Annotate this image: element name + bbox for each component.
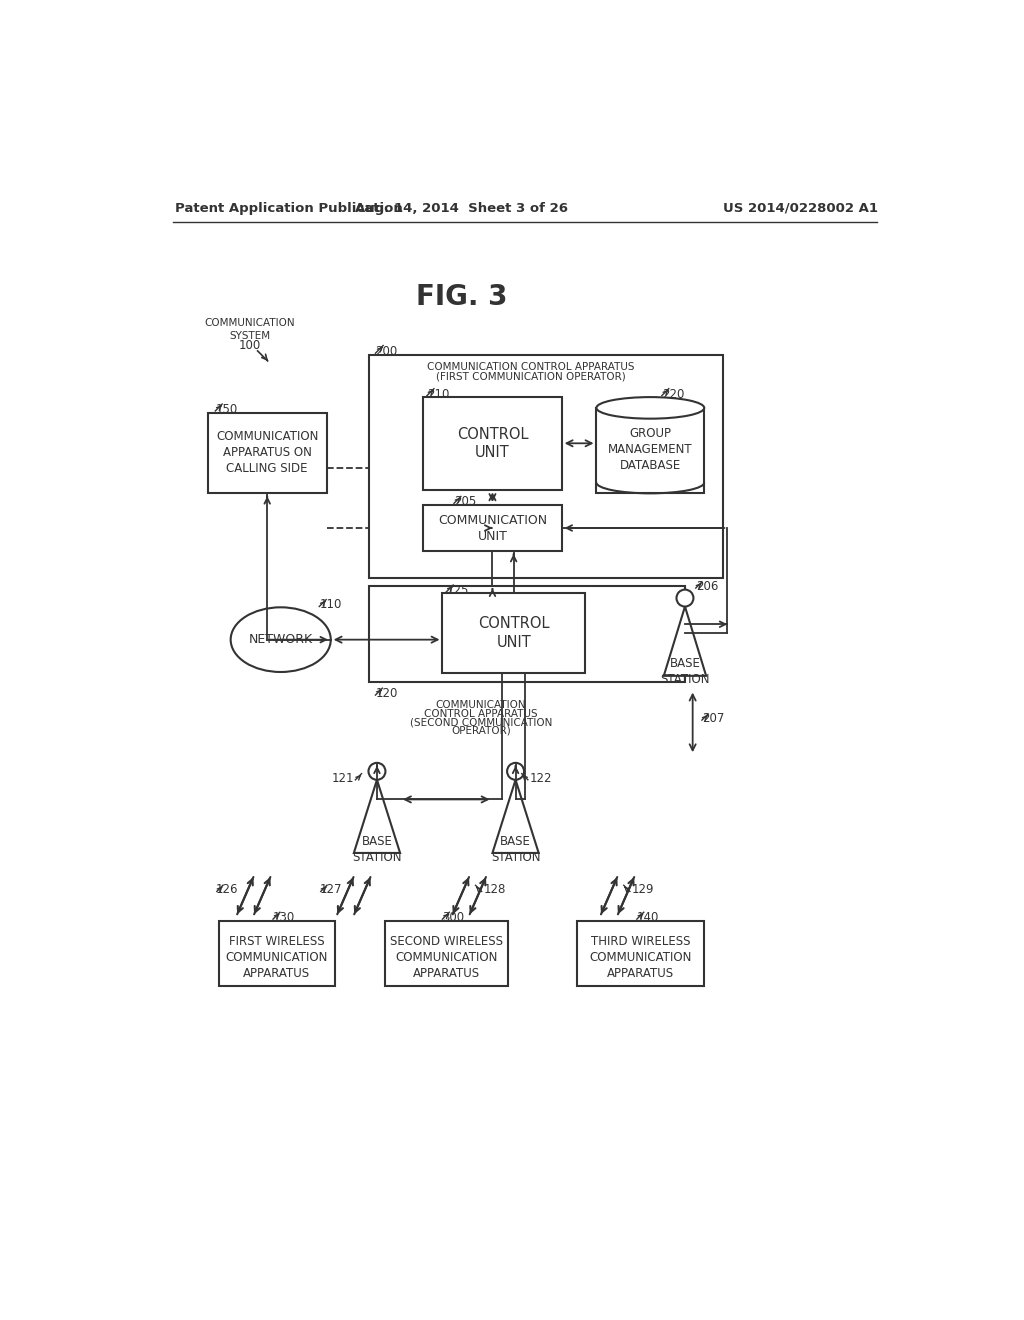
Text: (FIRST COMMUNICATION OPERATOR): (FIRST COMMUNICATION OPERATOR) (436, 371, 626, 381)
Bar (442, 594, 585, 673)
Text: 207: 207 (701, 711, 724, 725)
Text: OPERATOR): OPERATOR) (451, 726, 511, 735)
Text: BASE
STATION: BASE STATION (352, 834, 401, 863)
Text: (SECOND COMMUNICATION: (SECOND COMMUNICATION (410, 717, 552, 727)
Text: 110: 110 (319, 598, 342, 611)
Text: 200: 200 (376, 345, 397, 358)
Text: 122: 122 (529, 772, 552, 785)
Text: THIRD WIRELESS
COMMUNICATION
APPARATUS: THIRD WIRELESS COMMUNICATION APPARATUS (590, 935, 692, 979)
Text: SECOND WIRELESS
COMMUNICATION
APPARATUS: SECOND WIRELESS COMMUNICATION APPARATUS (390, 935, 503, 979)
Text: FIRST WIRELESS
COMMUNICATION
APPARATUS: FIRST WIRELESS COMMUNICATION APPARATUS (225, 935, 328, 979)
Bar (370, 586, 685, 682)
Polygon shape (664, 607, 707, 676)
Bar (219, 921, 335, 986)
Text: COMMUNICATION CONTROL APPARATUS: COMMUNICATION CONTROL APPARATUS (427, 362, 635, 372)
Bar (578, 921, 705, 986)
Text: 129: 129 (632, 883, 654, 896)
Text: BASE
STATION: BASE STATION (660, 657, 710, 686)
Text: GROUP
MANAGEMENT
DATABASE: GROUP MANAGEMENT DATABASE (608, 426, 692, 471)
Text: 126: 126 (215, 883, 238, 896)
Text: 127: 127 (319, 883, 342, 896)
Text: FIG. 3: FIG. 3 (416, 282, 508, 312)
Ellipse shape (230, 607, 331, 672)
Text: 150: 150 (215, 403, 238, 416)
Bar (423, 506, 562, 552)
Bar (596, 408, 705, 494)
Text: 140: 140 (637, 911, 659, 924)
Text: 120: 120 (376, 686, 397, 700)
Circle shape (369, 763, 385, 780)
Ellipse shape (596, 397, 705, 418)
Text: CONTROL
UNIT: CONTROL UNIT (478, 616, 550, 649)
Text: COMMUNICATION: COMMUNICATION (435, 700, 526, 710)
Text: 206: 206 (695, 579, 718, 593)
Circle shape (507, 763, 524, 780)
Text: 210: 210 (427, 388, 450, 400)
Text: 300: 300 (442, 911, 465, 924)
Text: 220: 220 (662, 388, 684, 400)
Text: NETWORK: NETWORK (249, 634, 312, 647)
Bar (385, 921, 508, 986)
Text: COMMUNICATION
APPARATUS ON
CALLING SIDE: COMMUNICATION APPARATUS ON CALLING SIDE (216, 430, 318, 475)
Text: Aug. 14, 2014  Sheet 3 of 26: Aug. 14, 2014 Sheet 3 of 26 (355, 202, 568, 215)
Text: CONTROL
UNIT: CONTROL UNIT (457, 426, 528, 461)
Bar (208, 413, 327, 494)
Text: Patent Application Publication: Patent Application Publication (175, 202, 403, 215)
Text: COMMUNICATION
SYSTEM: COMMUNICATION SYSTEM (205, 318, 295, 341)
Bar (423, 397, 562, 490)
Text: BASE
STATION: BASE STATION (490, 834, 541, 863)
Bar (370, 355, 724, 578)
Text: 100: 100 (239, 339, 261, 352)
Text: CONTROL APPARATUS: CONTROL APPARATUS (424, 709, 538, 718)
Text: 128: 128 (483, 883, 506, 896)
Text: COMMUNICATION
UNIT: COMMUNICATION UNIT (438, 513, 547, 543)
Circle shape (677, 590, 693, 607)
Text: US 2014/0228002 A1: US 2014/0228002 A1 (723, 202, 878, 215)
Text: 205: 205 (454, 495, 476, 508)
Polygon shape (354, 780, 400, 853)
Text: 125: 125 (446, 583, 469, 597)
Polygon shape (493, 780, 539, 853)
Text: 130: 130 (273, 911, 295, 924)
Text: 121: 121 (332, 772, 354, 785)
